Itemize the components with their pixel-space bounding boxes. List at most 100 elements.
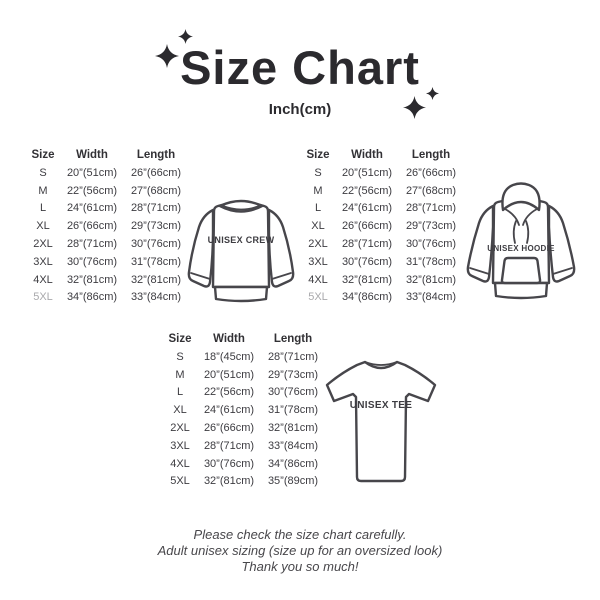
width-cell: 34”(86cm)	[66, 291, 118, 304]
right-sleeve	[267, 208, 295, 288]
length-cell: 29”(73cm)	[405, 220, 457, 233]
table-row: 4XL 32”(81cm) 32”(81cm)	[25, 271, 189, 289]
size-cell: 4XL	[33, 273, 53, 286]
size-cell: 2XL	[308, 238, 328, 251]
table-row: 5XL 34”(86cm) 33”(84cm)	[300, 289, 464, 307]
size-table-tee: Size Width Length S 18”(45cm) 28”(71cm) M 20”(5…	[162, 329, 326, 490]
size-cell: S	[176, 350, 184, 363]
size-cell: 3XL	[308, 255, 328, 268]
table-row: 2XL 28”(71cm) 30”(76cm)	[300, 235, 464, 253]
length-cell: 32”(81cm)	[130, 273, 182, 286]
width-cell: 24”(61cm)	[341, 202, 393, 215]
garment-label: UNISEX CREW	[208, 235, 275, 245]
right-cuff-line	[271, 272, 292, 280]
table-row: L 22”(56cm) 30”(76cm)	[162, 384, 326, 402]
tee-outline	[325, 360, 437, 483]
table-row: XL 24”(61cm) 31”(78cm)	[162, 401, 326, 419]
table-row: M 20”(51cm) 29”(73cm)	[162, 366, 326, 384]
footer-line: Adult unisex sizing (size up for an over…	[157, 542, 443, 558]
size-cell: XL	[173, 404, 187, 417]
right-sleeve	[547, 204, 576, 283]
right-cuff-line	[552, 267, 573, 275]
size-cell: 4XL	[170, 457, 190, 470]
table-header-row: Size Width Length	[162, 329, 326, 348]
size-cell: S	[39, 166, 47, 179]
waistband	[493, 281, 549, 300]
table-row: 5XL 34”(86cm) 33”(84cm)	[25, 289, 189, 307]
width-cell: 30”(76cm)	[341, 255, 393, 268]
footer-line: Thank you so much!	[241, 558, 359, 574]
size-cell: L	[176, 386, 184, 399]
table-row: 5XL 32”(81cm) 35”(89cm)	[162, 473, 326, 491]
table-row: 3XL 30”(76cm) 31”(78cm)	[300, 253, 464, 271]
table-row: M 22”(56cm) 27”(68cm)	[300, 182, 464, 200]
left-sleeve	[187, 208, 215, 288]
size-cell: 3XL	[33, 255, 53, 268]
crew-sweatshirt-illustration: UNISEX CREW	[187, 199, 295, 303]
column-header-width: Width	[76, 148, 108, 161]
width-cell: 32”(81cm)	[341, 273, 393, 286]
column-header-length: Length	[136, 148, 176, 161]
size-cell: S	[314, 166, 322, 179]
hood-opening-left	[504, 208, 520, 226]
table-row: S 20”(51cm) 26”(66cm)	[300, 164, 464, 182]
width-cell: 26”(66cm)	[66, 220, 118, 233]
length-cell: 35”(89cm)	[267, 475, 319, 488]
size-cell: 2XL	[170, 422, 190, 435]
column-header-width: Width	[351, 148, 383, 161]
size-cell: XL	[36, 220, 50, 233]
size-cell: XL	[311, 220, 325, 233]
garment-label: UNISEX HOODIE	[487, 244, 555, 253]
column-header-width: Width	[213, 332, 245, 345]
column-header-size: Size	[31, 148, 55, 161]
width-cell: 22”(56cm)	[66, 184, 118, 197]
page-title: Size Chart	[180, 41, 420, 94]
sparkle-icon	[403, 96, 426, 119]
width-cell: 28”(71cm)	[66, 238, 118, 251]
size-table-hoodie: Size Width Length S 20”(51cm) 26”(66cm) M 22”(5…	[300, 145, 464, 306]
footer-note: Please check the size chart carefully. A…	[0, 527, 600, 574]
table-row: 4XL 30”(76cm) 34”(86cm)	[162, 455, 326, 473]
length-cell: 31”(78cm)	[405, 255, 457, 268]
left-cuff-line	[469, 267, 490, 275]
length-cell: 32”(81cm)	[267, 422, 319, 435]
width-cell: 26”(66cm)	[203, 422, 255, 435]
length-cell: 33”(84cm)	[405, 291, 457, 304]
table-header-row: Size Width Length	[25, 145, 189, 164]
width-cell: 28”(71cm)	[203, 439, 255, 452]
width-cell: 20”(51cm)	[66, 166, 118, 179]
tee-illustration: UNISEX TEE	[325, 360, 437, 483]
left-cuff-line	[190, 272, 211, 280]
width-cell: 18”(45cm)	[203, 350, 255, 363]
table-row: L 24”(61cm) 28”(71cm)	[25, 200, 189, 218]
size-cell: 5XL	[33, 291, 53, 304]
length-cell: 26”(66cm)	[405, 166, 457, 179]
footer-line: Please check the size chart carefully.	[193, 527, 407, 542]
hood-opening-right	[522, 208, 538, 226]
length-cell: 31”(78cm)	[130, 255, 182, 268]
table-row: 4XL 32”(81cm) 32”(81cm)	[300, 271, 464, 289]
left-sleeve	[466, 204, 495, 283]
hoodie-outline	[466, 182, 576, 300]
length-cell: 30”(76cm)	[130, 238, 182, 251]
length-cell: 28”(71cm)	[405, 202, 457, 215]
width-cell: 28”(71cm)	[341, 238, 393, 251]
hood	[501, 182, 541, 212]
column-header-length: Length	[273, 332, 313, 345]
size-cell: L	[39, 202, 47, 215]
table-row: XL 26”(66cm) 29”(73cm)	[300, 217, 464, 235]
width-cell: 32”(81cm)	[203, 475, 255, 488]
width-cell: 30”(76cm)	[203, 457, 255, 470]
size-cell: 3XL	[170, 439, 190, 452]
size-cell: 2XL	[33, 238, 53, 251]
drawstring-right	[525, 220, 530, 244]
waistband	[213, 285, 269, 303]
length-cell: 29”(73cm)	[267, 368, 319, 381]
table-row: M 22”(56cm) 27”(68cm)	[25, 182, 189, 200]
unit-subtitle: Inch(cm)	[268, 101, 332, 118]
width-cell: 20”(51cm)	[203, 368, 255, 381]
table-row: 2XL 28”(71cm) 30”(76cm)	[25, 235, 189, 253]
crew-outline	[187, 199, 295, 303]
width-cell: 20”(51cm)	[341, 166, 393, 179]
